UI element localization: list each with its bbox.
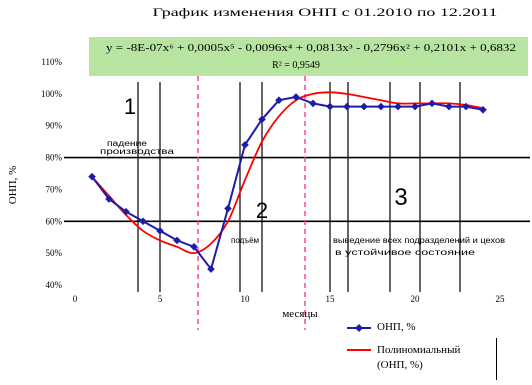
onp-data-point [190,242,198,251]
zone-1-text-line-2: производства [100,147,175,156]
trendline-series-line [91,91,484,255]
onp-data-point [360,102,368,111]
y-tick-label: 90% [46,121,63,131]
trend-equation: y = -8E-07x⁶ + 0,0005x⁵ - 0,0096x⁴ + 0,0… [106,43,516,54]
y-tick-label: 40% [46,280,63,290]
onp-data-point [343,102,351,111]
zone-3-text-line-2: в устойчивое состояние [335,248,476,257]
onp-data-point [479,105,487,114]
legend-item-trendline: Полиномиальный (ОНП, %) [346,343,496,375]
zone-3-label: 3 [394,184,407,211]
onp-data-point [462,102,470,111]
y-tick-label: 70% [46,184,63,194]
legend-swatch-onp [347,324,371,332]
trend-equation-box [89,37,528,76]
legend: ОНП, % Полиномиальный (ОНП, %) [346,320,496,382]
onp-data-point [139,217,147,226]
onp-data-point [428,99,436,108]
onp-data-point [224,204,232,213]
onp-data-point [326,102,334,111]
onp-data-point [309,99,317,108]
trendline-layer [91,91,484,255]
y-tick-label: 80% [46,153,63,163]
legend-diamond-icon [355,324,363,332]
zone-3-text-line-1: выведение всех подразделений и цехов [333,236,505,245]
zone-2-text: подъём [231,236,259,245]
onp-data-point [445,102,453,111]
x-tick-label: 0 [73,294,78,304]
onp-data-point [394,102,402,111]
legend-item-onp: ОНП, % [346,321,496,354]
x-tick-label: 25 [496,294,506,304]
onp-data-point [105,195,113,203]
legend-border [496,338,497,380]
onp-data-point [122,207,130,216]
onp-data-point [275,96,283,105]
zone-2-label: 2 [256,198,268,223]
y-axis-title: ОНП, % [7,166,19,205]
x-tick-label: 15 [326,294,336,304]
y-tick-label: 100% [41,89,63,99]
trend-r-squared: R² = 0,9549 [272,60,320,71]
onp-data-point [377,102,385,111]
x-tick-label: 10 [241,294,251,304]
onp-data-point [156,227,164,235]
axis-labels: 40% 50% 60% 70% 80% 90% 100% 110% 0 5 10 15 20 25 [41,57,505,304]
legend-label-onp: ОНП, % [377,321,416,333]
y-tick-label: 50% [46,248,63,258]
onp-data-point [292,93,300,101]
onp-data-point [207,265,215,273]
x-tick-label: 20 [411,294,421,304]
legend-swatch-trendline [347,349,371,351]
series-layer [88,93,487,273]
onp-data-point [241,141,249,149]
zone-1-label: 1 [124,94,136,119]
y-tick-label: 60% [46,216,63,226]
onp-data-point [258,115,266,124]
y-tick-label: 110% [41,57,62,67]
onp-data-point [88,172,96,181]
onp-data-point [173,236,181,245]
x-tick-label: 5 [158,294,163,304]
zone-1-text-line-1: падение [107,139,148,148]
x-axis-title: месяцы [282,308,318,320]
onp-data-point [411,102,419,111]
chart-title: График изменения ОНП с 01.2010 по 12.201… [153,5,498,19]
legend-label-trendline: Полиномиальный (ОНП, %) [377,344,461,371]
